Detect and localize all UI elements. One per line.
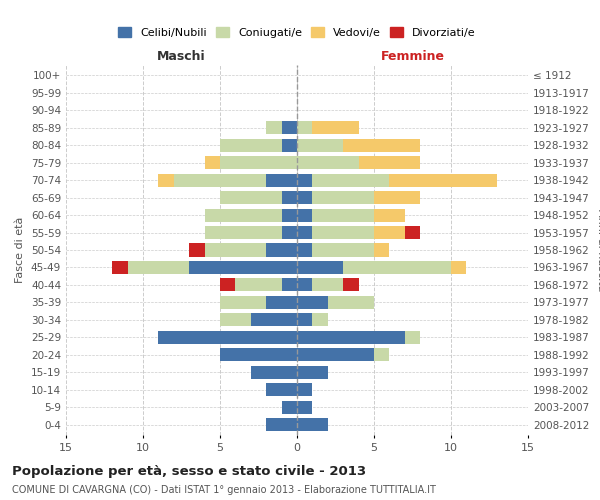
Bar — [343, 278, 359, 291]
Bar — [374, 191, 420, 204]
Bar — [313, 191, 374, 204]
Bar — [266, 383, 297, 396]
Bar — [313, 278, 343, 291]
Bar — [189, 244, 205, 256]
Bar — [266, 174, 297, 186]
Bar — [128, 261, 189, 274]
Bar — [266, 122, 281, 134]
Bar — [451, 261, 466, 274]
Bar — [374, 208, 405, 222]
Bar — [297, 191, 313, 204]
Bar — [313, 208, 374, 222]
Bar — [281, 138, 297, 152]
Bar — [297, 366, 328, 378]
Bar — [266, 296, 297, 309]
Bar — [205, 226, 281, 239]
Bar — [158, 174, 174, 186]
Bar — [313, 244, 374, 256]
Bar — [235, 278, 281, 291]
Bar — [405, 226, 420, 239]
Bar — [297, 156, 359, 170]
Bar — [281, 226, 297, 239]
Bar — [389, 174, 497, 186]
Bar — [220, 191, 281, 204]
Bar — [297, 261, 343, 274]
Bar — [297, 383, 313, 396]
Bar — [343, 261, 451, 274]
Bar — [281, 122, 297, 134]
Bar — [220, 314, 251, 326]
Bar — [297, 278, 313, 291]
Bar — [297, 244, 313, 256]
Y-axis label: Fasce di età: Fasce di età — [16, 217, 25, 283]
Bar — [297, 226, 313, 239]
Bar — [220, 278, 235, 291]
Bar — [297, 208, 313, 222]
Bar — [297, 138, 343, 152]
Bar — [297, 348, 374, 362]
Bar — [220, 348, 297, 362]
Bar — [112, 261, 128, 274]
Bar — [374, 226, 405, 239]
Bar — [251, 366, 297, 378]
Bar — [374, 348, 389, 362]
Bar — [189, 261, 297, 274]
Bar — [266, 244, 297, 256]
Bar — [313, 314, 328, 326]
Bar — [251, 314, 297, 326]
Bar — [343, 138, 420, 152]
Bar — [297, 418, 328, 431]
Text: COMUNE DI CAVARGNA (CO) - Dati ISTAT 1° gennaio 2013 - Elaborazione TUTTITALIA.I: COMUNE DI CAVARGNA (CO) - Dati ISTAT 1° … — [12, 485, 436, 495]
Bar — [297, 296, 328, 309]
Bar — [281, 208, 297, 222]
Bar — [313, 122, 359, 134]
Bar — [220, 156, 297, 170]
Legend: Celibi/Nubili, Coniugati/e, Vedovi/e, Divorziati/e: Celibi/Nubili, Coniugati/e, Vedovi/e, Di… — [114, 22, 480, 42]
Bar — [205, 208, 281, 222]
Bar — [281, 191, 297, 204]
Bar — [313, 174, 389, 186]
Bar — [297, 174, 313, 186]
Bar — [359, 156, 420, 170]
Text: Femmine: Femmine — [380, 50, 445, 64]
Bar — [174, 174, 266, 186]
Bar — [297, 330, 405, 344]
Bar — [405, 330, 420, 344]
Bar — [281, 278, 297, 291]
Bar — [205, 156, 220, 170]
Bar — [205, 244, 266, 256]
Bar — [281, 400, 297, 413]
Bar — [297, 314, 313, 326]
Y-axis label: Anni di nascita: Anni di nascita — [596, 209, 600, 291]
Bar — [297, 122, 313, 134]
Bar — [158, 330, 297, 344]
Bar — [297, 400, 313, 413]
Text: Popolazione per età, sesso e stato civile - 2013: Popolazione per età, sesso e stato civil… — [12, 465, 366, 478]
Bar — [220, 296, 266, 309]
Bar — [266, 418, 297, 431]
Text: Maschi: Maschi — [157, 50, 206, 64]
Bar — [313, 226, 374, 239]
Bar — [374, 244, 389, 256]
Bar — [220, 138, 281, 152]
Bar — [328, 296, 374, 309]
